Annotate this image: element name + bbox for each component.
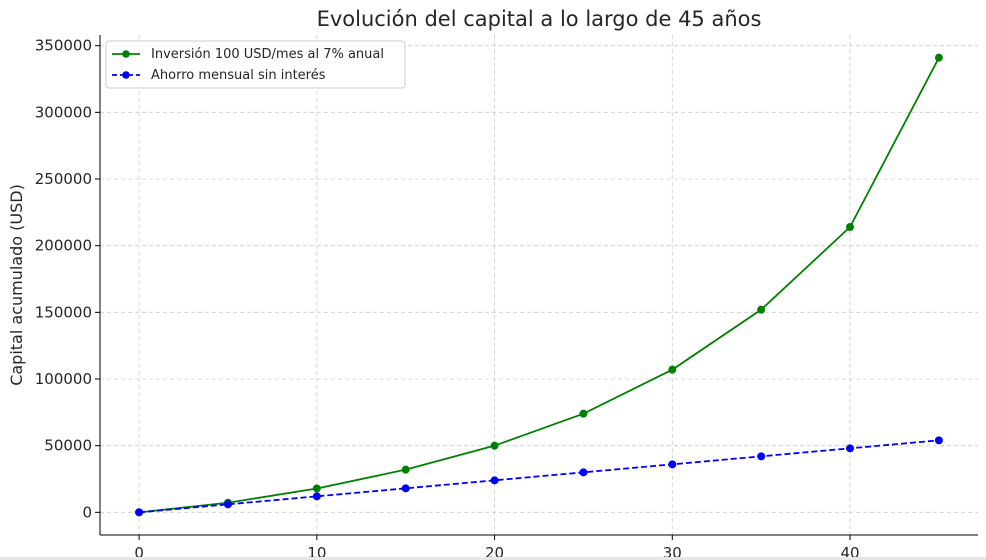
y-tick-label: 0 [82, 503, 92, 521]
series-layer [135, 53, 943, 517]
bottom-border [0, 557, 986, 560]
data-point-series-1 [490, 441, 499, 450]
legend-label-series-1: Inversión 100 USD/mes al 7% anual [151, 47, 384, 62]
data-point-series-1 [934, 53, 943, 62]
x-tick-label: 0 [134, 544, 144, 560]
tick-layer: 0 10 20 30 40 0 50000 100000 150000 200000 250000 3… [35, 37, 860, 560]
legend-marker-series-1 [122, 50, 130, 58]
x-tick-label: 30 [663, 544, 682, 560]
data-point-series-2 [934, 436, 943, 445]
y-tick-label: 100000 [35, 370, 92, 388]
data-point-series-2 [135, 508, 144, 517]
legend-label-series-2: Ahorro mensual sin interés [151, 68, 326, 83]
data-point-series-2 [668, 460, 677, 469]
y-axis-label: Capital acumulado (USD) [7, 184, 26, 386]
legend-box [105, 40, 406, 89]
y-tick-label: 300000 [35, 103, 92, 121]
data-point-series-2 [223, 500, 232, 509]
legend-marker-series-2 [122, 71, 130, 79]
data-point-series-2 [579, 468, 588, 477]
chart-title: Evolución del capital a lo largo de 45 a… [317, 7, 762, 31]
data-point-series-2 [757, 452, 766, 461]
data-point-series-2 [846, 444, 855, 453]
y-tick-label: 150000 [35, 303, 92, 321]
series-line-2 [139, 439, 939, 514]
x-tick-label: 40 [840, 544, 859, 560]
grid-layer [100, 35, 978, 535]
x-tick-label: 10 [307, 544, 326, 560]
data-point-series-1 [401, 465, 410, 474]
y-tick-label: 200000 [35, 237, 92, 255]
y-tick-label: 50000 [44, 437, 92, 455]
data-point-series-1 [846, 223, 855, 231]
series-line-1 [139, 57, 940, 514]
data-point-series-2 [490, 476, 499, 485]
data-point-series-1 [312, 484, 321, 493]
data-point-series-1 [757, 305, 766, 314]
data-point-series-1 [668, 365, 677, 374]
data-point-series-1 [579, 409, 588, 418]
legend: Inversión 100 USD/mes al 7% anual Ahorro… [105, 40, 406, 89]
data-point-series-2 [312, 492, 321, 501]
y-tick-label: 350000 [35, 37, 92, 55]
x-tick-label: 20 [485, 544, 504, 560]
y-tick-label: 250000 [35, 170, 92, 188]
data-point-series-2 [401, 484, 410, 493]
